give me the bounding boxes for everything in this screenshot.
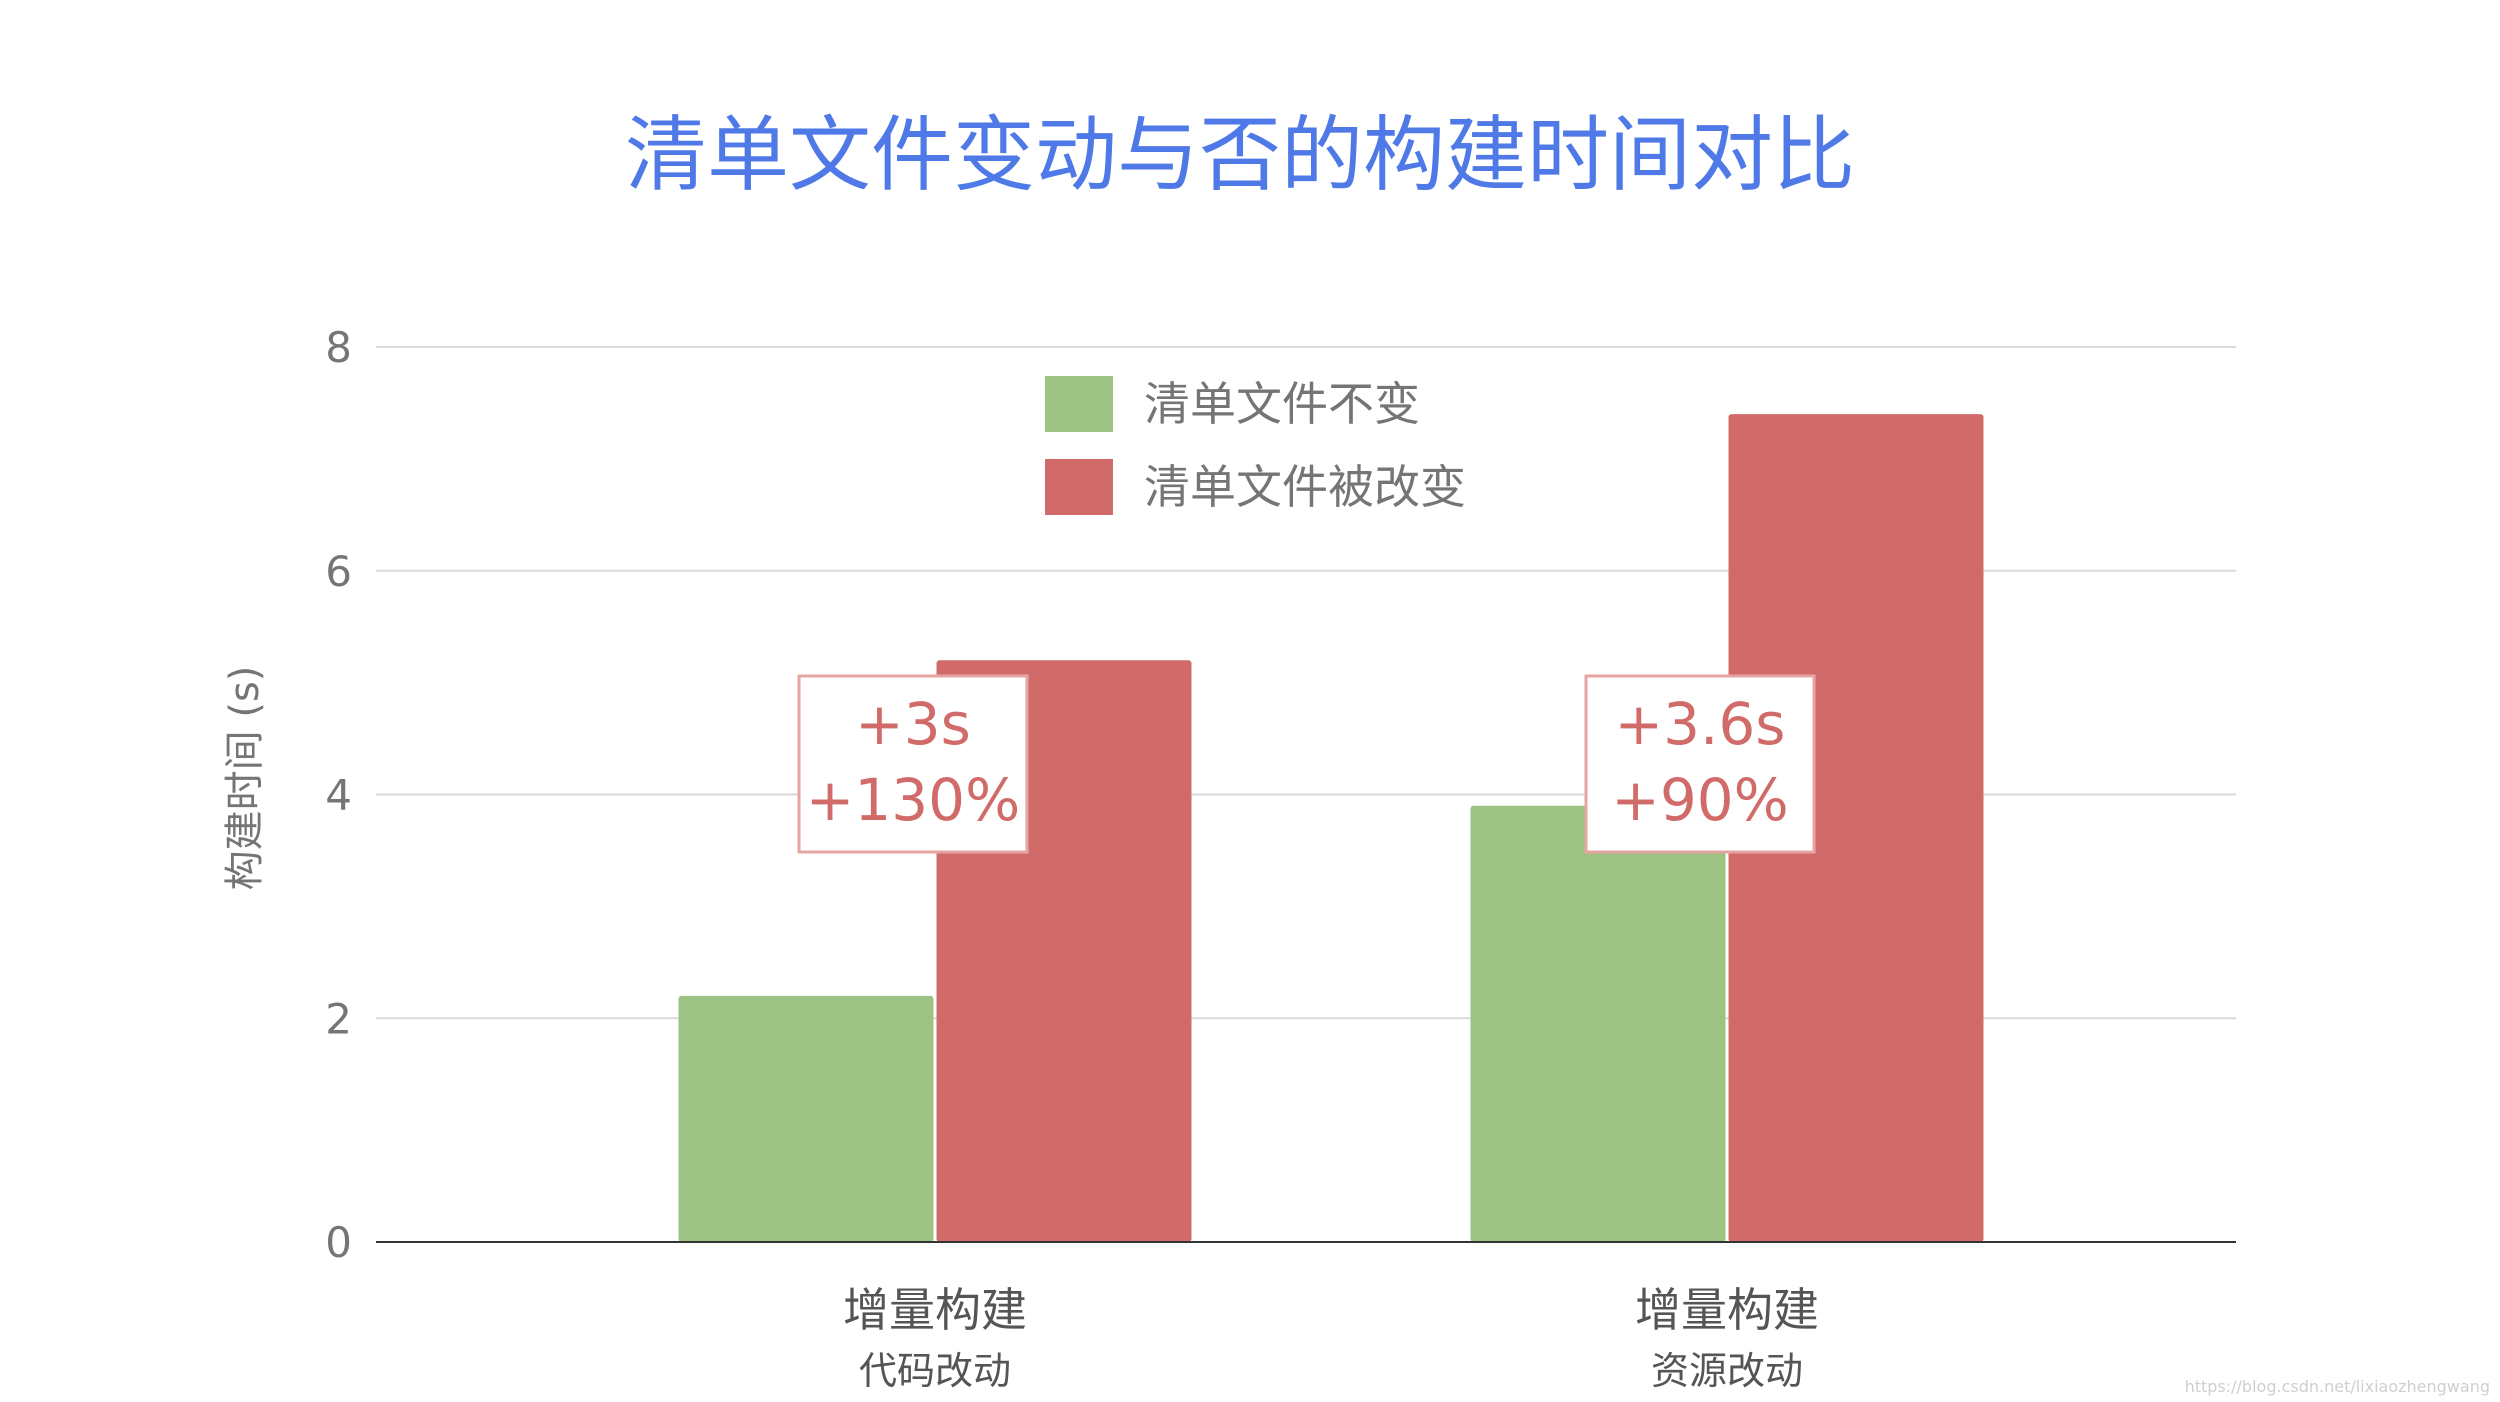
annotation-box (797, 674, 1029, 854)
annotation-text: +130% (806, 766, 1020, 834)
y-tick-label: 2 (325, 994, 352, 1043)
legend-swatch (1045, 376, 1113, 432)
annotations: +3s +130% +3.6s +90% (797, 674, 1816, 854)
annotation-box (1584, 674, 1816, 854)
y-tick-label: 4 (325, 771, 352, 820)
bar-changed-1 (1728, 414, 1984, 1242)
y-tick-label: 6 (325, 547, 352, 596)
x-category-label: 增量构建 (843, 1283, 1027, 1337)
y-axis-ticks: 0 2 4 6 8 (325, 323, 352, 1267)
bars (678, 414, 1984, 1242)
x-category-sublabel: 代码改动 (859, 1349, 1011, 1393)
legend-swatch (1045, 459, 1113, 515)
bar-unchanged-1 (1470, 805, 1726, 1242)
y-tick-label: 0 (325, 1218, 352, 1267)
y-axis-label: 构建时间 (s) (222, 666, 268, 891)
x-category-sublabel: 资源改动 (1651, 1349, 1803, 1393)
legend-label: 清单文件不变 (1144, 377, 1420, 431)
bar-unchanged-0 (678, 995, 934, 1242)
annotation-text: +90% (1611, 766, 1789, 834)
y-tick-label: 8 (325, 323, 352, 372)
x-category-label: 增量构建 (1635, 1283, 1819, 1337)
watermark: https://blog.csdn.net/lixiaozhengwang (2185, 1377, 2490, 1396)
annotation-text: +3.6s (1614, 690, 1785, 758)
chart-title: 清单文件变动与否的构建时间对比 (625, 108, 1855, 203)
legend-label: 清单文件被改变 (1144, 460, 1466, 514)
annotation-text: +3s (855, 690, 971, 758)
